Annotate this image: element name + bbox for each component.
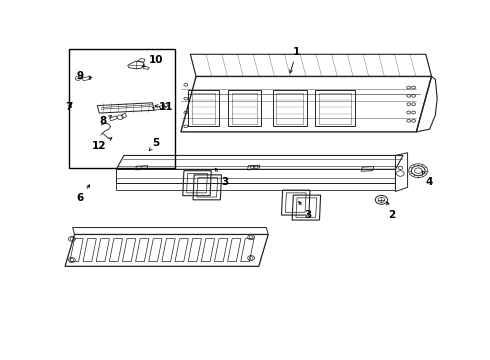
Text: 11: 11 [155,102,173,112]
Text: 4: 4 [422,171,433,187]
Text: 7: 7 [65,102,73,112]
Text: 10: 10 [143,55,164,67]
Text: 3: 3 [215,168,228,187]
Text: 9: 9 [76,72,92,81]
Text: 5: 5 [149,138,160,150]
Text: 3: 3 [299,202,312,220]
Text: 12: 12 [92,138,112,151]
Text: 2: 2 [387,202,395,220]
Text: 8: 8 [99,116,112,126]
Bar [69,49,175,168]
Text: 1: 1 [290,46,300,73]
Text: 6: 6 [76,185,90,203]
